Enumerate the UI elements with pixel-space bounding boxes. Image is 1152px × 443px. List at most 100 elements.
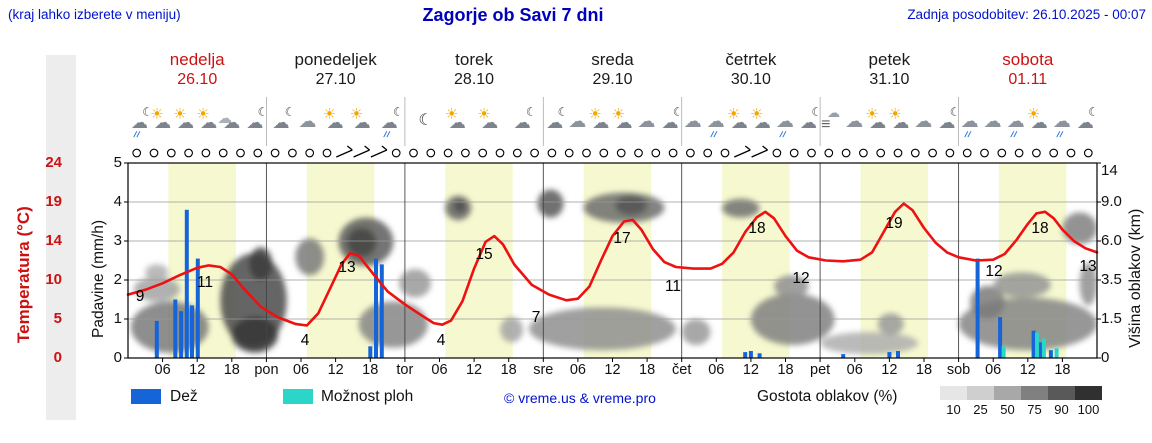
sun-cloud-icon: ☀ ☁ [865, 106, 889, 137]
moon-cloud-icon: ☾ ☁ [1074, 105, 1099, 137]
cloud-icon: ☁ [912, 107, 935, 137]
cloud-glyph: ☁ [869, 113, 887, 132]
fog-glyph: ≡ [821, 116, 831, 133]
sun-glyph: ☀ [477, 106, 491, 123]
page-title: Zagorje ob Savi 7 dni [422, 5, 604, 25]
sun-glyph: ☀ [888, 106, 902, 123]
showers-legend-swatch [283, 389, 313, 404]
cloud-scale-swatch-75 [1021, 386, 1048, 400]
cloud-glyph: ☁ [546, 113, 564, 132]
cloud-scale-label-90: 90 [1054, 402, 1069, 417]
moon-cloud-icon: ☾ ☁ [511, 105, 537, 137]
drops-glyph: // [778, 130, 788, 139]
cloud-density-scale [940, 386, 1102, 400]
day-date: 27.10 [315, 71, 356, 88]
moon-glyph: ☾ [284, 105, 296, 119]
cloud-solo-glyph: ☁ [706, 111, 725, 131]
x-tick-12-156: 12 [1019, 362, 1036, 378]
day-name: sobota [1002, 50, 1054, 69]
cloud-icon: ☁ [636, 107, 659, 137]
cloud-glyph: ☁ [938, 113, 956, 132]
precip-tick-1: 1 [113, 310, 122, 327]
cloud-solo-glyph: ☁ [914, 111, 933, 131]
icon-row-sreda: ☾ ☁ ☁ ☀ ☁ ☀ ☁ ☁ ☾ ☁ [543, 97, 683, 147]
sun-cloud-icon: ☀ ☁ [173, 106, 197, 137]
svg-text:12: 12 [792, 270, 809, 287]
fog-icon: ≡ ☁ [820, 105, 843, 137]
sun-glyph: ☀ [322, 106, 337, 123]
x-tick-pon-24: pon [254, 362, 279, 378]
moon-cloud-icon: ☾ ☁ [543, 105, 568, 137]
cloud-solo-glyph: ☁ [983, 111, 1002, 131]
cloud-glyph: ☁ [272, 113, 290, 132]
x-tick-06-30: 06 [292, 362, 310, 378]
day-header-četrtek: četrtek 30.10 [682, 50, 820, 90]
day-name: petek [868, 50, 911, 69]
day-date: 28.10 [454, 71, 495, 88]
cloud-icon: ☁ [566, 107, 589, 137]
left-axis-strip [46, 55, 76, 420]
cloud-glyph: ☁ [481, 113, 499, 132]
svg-text:17: 17 [613, 230, 630, 247]
sun-cloud-icon: ☀ ☁ [1027, 106, 1051, 137]
day-name: četrtek [725, 50, 777, 69]
svg-text:11: 11 [665, 278, 681, 295]
sun-cloud-icon: ☀ ☁ [477, 106, 502, 137]
x-tick-06-78: 06 [569, 362, 586, 378]
day-date: 01.11 [1008, 71, 1048, 88]
copyright-link[interactable]: © vreme.us & vreme.pro [504, 390, 656, 406]
x-tick-sre-72: sre [533, 362, 554, 378]
sun-cloud-icon: ☀ ☁ [888, 106, 912, 137]
cloud-density-scale-labels: 10 25 50 75 90 100 [940, 402, 1102, 417]
sun-glyph: ☀ [611, 106, 625, 123]
day-name: nedelja [169, 50, 225, 69]
cloud-scale-swatch-100 [1075, 386, 1102, 400]
moon-glyph: ☾ [142, 105, 154, 119]
moon-cloud-rain-icon: ☾ ☁// [128, 105, 154, 139]
x-tick-18-138: 18 [915, 362, 933, 378]
svg-text:4: 4 [437, 332, 446, 349]
cloud-solo-glyph: ☁ [845, 111, 864, 131]
showers-legend-label: Možnost ploh [321, 388, 414, 405]
cloud-tick-14: 14 [1101, 162, 1118, 179]
x-tick-18-90: 18 [639, 362, 656, 378]
precip-tick-3: 3 [113, 232, 122, 249]
moon-cloud-icon: ☾ ☁ [243, 105, 268, 137]
cloud-solo-glyph: ☁ [1052, 111, 1071, 131]
cloud-scale-label-75: 75 [1027, 402, 1042, 417]
cloud-f-glyph: ☁ [827, 105, 841, 120]
moon-cloud-icon: ☾ ☁ [269, 105, 296, 137]
day-name: ponedeljek [294, 50, 377, 69]
rain-legend-swatch [131, 389, 161, 404]
precip-tick-0: 0 [113, 349, 122, 366]
cloud-glyph: ☁ [200, 113, 218, 132]
moon-glyph: ☾ [949, 105, 961, 119]
svg-text:7: 7 [532, 309, 541, 326]
x-tick-06-126: 06 [846, 362, 863, 378]
sun-cloud-icon: ☀ ☁ [445, 106, 470, 137]
cloud-icon: ☁ [682, 107, 705, 137]
x-tick-12-12: 12 [189, 362, 206, 378]
day-name: torek [455, 50, 493, 69]
cloud-icon: ☁ [297, 107, 321, 137]
day-date: 26.10 [177, 71, 218, 88]
cloud-glyph: ☁ [615, 113, 633, 132]
cloud-scale-swatch-50 [994, 386, 1021, 400]
day-date: 29.10 [592, 71, 633, 88]
svg-text:12: 12 [985, 263, 1002, 280]
svg-text:9: 9 [136, 288, 145, 305]
day-date: 31.10 [869, 71, 910, 88]
svg-text:13: 13 [1079, 258, 1096, 275]
day-header-torek: torek 28.10 [405, 50, 543, 90]
precip-tick-2: 2 [113, 271, 122, 288]
x-tick-18-18: 18 [223, 362, 240, 378]
day-header-nedelja: nedelja 26.10 [128, 50, 266, 90]
moon-glyph: ☾ [526, 105, 537, 119]
x-tick-12-132: 12 [881, 362, 898, 378]
svg-text:18: 18 [1031, 220, 1048, 237]
temp-tick-24: 24 [45, 154, 62, 171]
rain-legend-label: Dež [170, 388, 198, 405]
cloud-b-glyph: ☁ [217, 110, 233, 127]
